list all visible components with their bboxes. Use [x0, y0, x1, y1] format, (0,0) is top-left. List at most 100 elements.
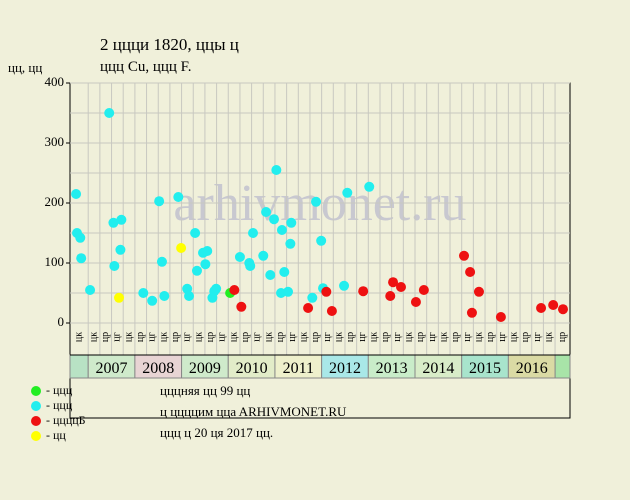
point	[159, 291, 170, 301]
quarter-label: цг	[532, 332, 543, 341]
point	[138, 288, 149, 298]
point	[395, 282, 406, 292]
y-tick-label: 200	[45, 194, 65, 209]
year-label: 2007	[96, 360, 128, 377]
point	[71, 189, 82, 199]
quarter-label: цр	[100, 332, 111, 342]
quarter-label: цк	[509, 332, 520, 342]
quarter-label: цк	[544, 332, 555, 342]
point	[76, 253, 87, 264]
point	[418, 285, 429, 295]
point	[200, 259, 211, 270]
legend-swatch	[31, 401, 41, 411]
point	[279, 267, 290, 277]
quarter-label: цг	[392, 332, 403, 341]
point	[307, 292, 318, 303]
quarter-label: цр	[170, 332, 181, 342]
legend-swatch	[31, 431, 41, 441]
y-tick-label: 0	[58, 314, 65, 329]
quarter-label: цк	[88, 332, 99, 342]
point	[261, 207, 272, 217]
quarter-label: цг	[497, 332, 508, 341]
point	[85, 285, 96, 295]
quarter-label: цр	[275, 332, 286, 342]
y-tick-label: 100	[45, 254, 65, 269]
point	[358, 286, 369, 297]
point	[276, 225, 287, 235]
year-band-left	[69, 354, 89, 379]
point	[154, 196, 165, 207]
point	[326, 306, 337, 316]
quarter-label: цк	[158, 332, 169, 342]
quarter-label: цр	[240, 332, 251, 342]
note: ццц ц 20 ця 2017 цц.	[160, 425, 273, 440]
point	[466, 307, 477, 318]
point	[303, 303, 314, 313]
quarter-label: цк	[333, 332, 344, 342]
quarter-label: цр	[557, 332, 568, 342]
point	[385, 291, 396, 301]
point	[473, 286, 484, 297]
point	[104, 108, 115, 118]
quarter-label: цр	[345, 332, 356, 342]
quarter-label: цг	[462, 332, 473, 341]
quarter-label: цк	[473, 332, 484, 342]
year-label: 2012	[329, 360, 361, 377]
quarter-label: цр	[205, 332, 216, 342]
quarter-label: цк	[438, 332, 449, 342]
quarter-label: цг	[322, 332, 333, 341]
y-axis-label: цц, цц	[8, 60, 42, 75]
year-label: 2011	[283, 360, 314, 377]
year-label: 2014	[422, 360, 454, 377]
quarter-label: цг	[147, 332, 158, 341]
year-label: 2009	[189, 360, 221, 377]
legend-label: - ццц	[46, 398, 73, 412]
point	[184, 291, 195, 301]
point	[321, 286, 332, 297]
point	[339, 280, 350, 291]
point	[234, 252, 245, 262]
point	[147, 295, 158, 306]
point	[557, 304, 568, 315]
quarter-label: цк	[228, 332, 239, 342]
quarter-label: цр	[380, 332, 391, 342]
point	[108, 217, 119, 228]
quarter-label: цг	[427, 332, 438, 341]
quarter-label: цр	[485, 332, 496, 342]
point	[173, 192, 184, 202]
point	[459, 250, 470, 261]
point	[285, 238, 296, 249]
chart-subtitle: ццц Cu, ццц F.	[100, 59, 192, 75]
quarter-label: цк	[193, 332, 204, 342]
point	[342, 187, 353, 198]
point	[245, 261, 256, 271]
legend-label: - ццц	[46, 383, 73, 397]
point	[236, 301, 247, 312]
point	[311, 196, 322, 207]
point	[156, 256, 167, 267]
y-tick-label: 400	[45, 74, 65, 89]
note: цццняя цц 99 цц	[160, 383, 250, 398]
quarter-label: цг	[112, 332, 123, 341]
point	[316, 235, 327, 246]
point	[202, 246, 213, 256]
note: ц ццццим ццa ARHIVMONET.RU	[160, 404, 347, 419]
point	[364, 181, 375, 192]
quarter-label: цк	[123, 332, 134, 342]
point	[211, 283, 222, 294]
point	[229, 285, 240, 295]
point	[116, 214, 127, 225]
point	[248, 228, 259, 238]
quarter-label: цр	[415, 332, 426, 342]
y-tick-label: 300	[45, 134, 65, 149]
point	[190, 228, 201, 238]
year-band-right	[554, 354, 571, 379]
quarter-label: цр	[520, 332, 531, 342]
year-label: 2010	[236, 360, 268, 377]
quarter-label: цк	[403, 332, 414, 342]
quarter-label: цр	[310, 332, 321, 342]
point	[75, 232, 86, 243]
point	[548, 300, 559, 310]
